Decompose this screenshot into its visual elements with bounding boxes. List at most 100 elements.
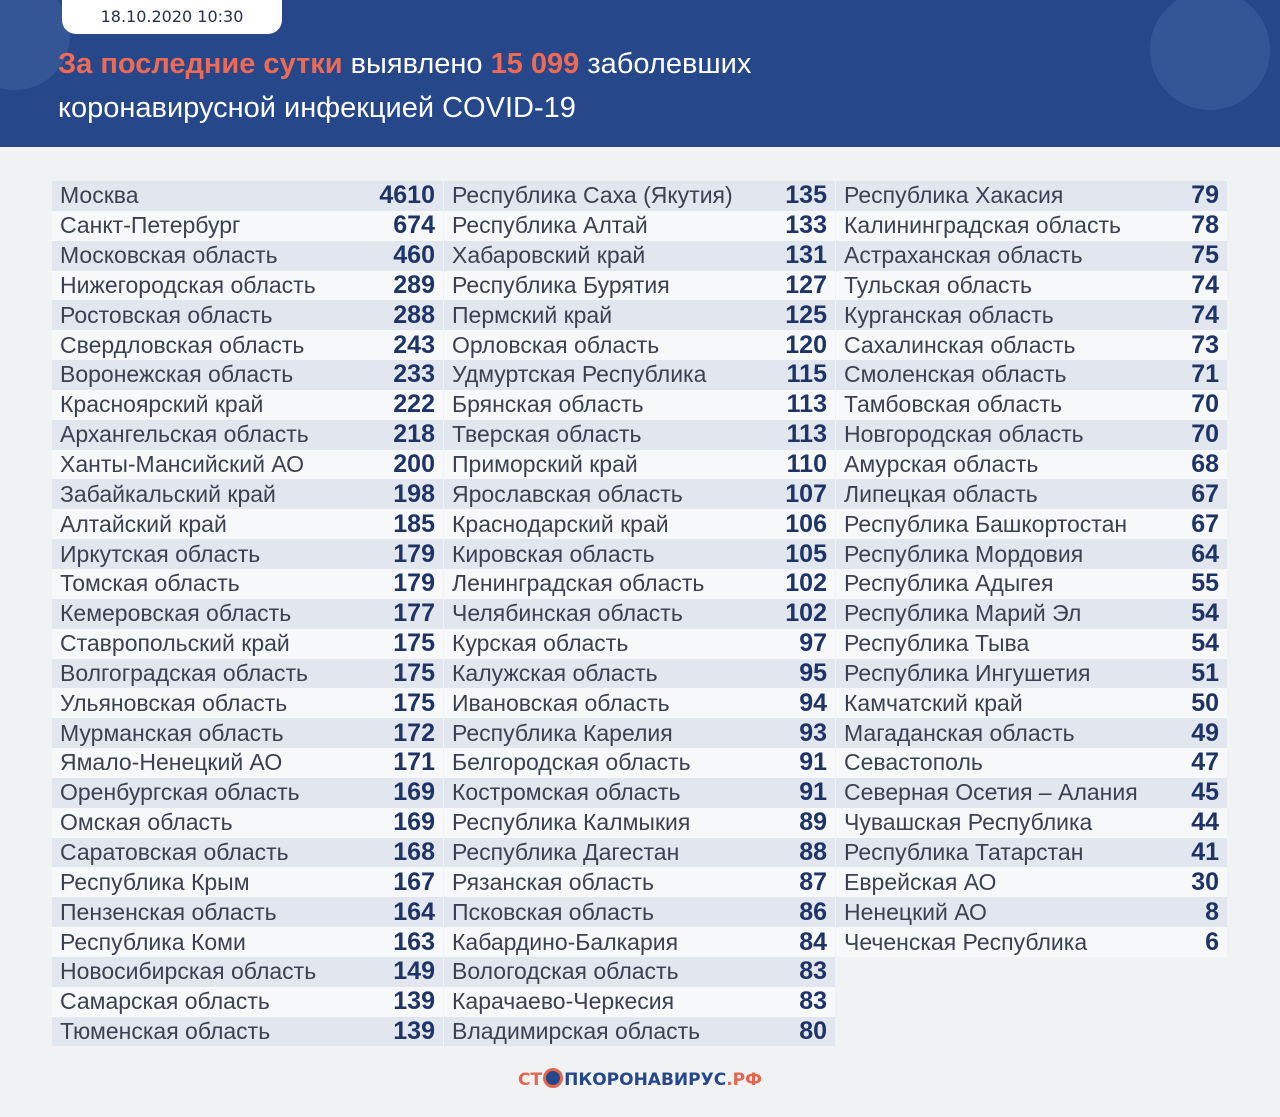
- region-name: Чеченская Республика: [844, 928, 1088, 955]
- table-row: Тульская область 74: [836, 270, 1227, 301]
- region-name: Амурская область: [844, 451, 1039, 478]
- region-name: Москва: [60, 182, 139, 209]
- case-count: 110: [786, 450, 827, 479]
- table-row: Ленинградская область 102: [444, 568, 835, 599]
- region-name: Астраханская область: [844, 242, 1083, 269]
- region-name: Тверская область: [452, 421, 642, 448]
- region-name: Республика Марий Эл: [844, 600, 1082, 627]
- table-row: Удмуртская Республика 115: [444, 360, 835, 390]
- case-count: 91: [799, 748, 827, 777]
- table-row: Республика Бурятия 127: [444, 270, 835, 301]
- table-row: Карачаево-Черкесия 83: [444, 986, 835, 1017]
- table-row: Курская область 97: [444, 628, 835, 659]
- case-count: 95: [799, 658, 827, 687]
- region-name: Воронежская область: [60, 361, 294, 388]
- region-name: Белгородская область: [452, 749, 691, 776]
- region-name: Чувашская Республика: [844, 809, 1093, 836]
- table-row: Липецкая область 67: [836, 479, 1227, 510]
- region-name: Калужская область: [452, 659, 658, 686]
- region-name: Ростовская область: [60, 301, 273, 328]
- table-row: Хабаровский край 131: [444, 240, 835, 271]
- case-count: 97: [799, 629, 827, 658]
- case-count: 288: [393, 300, 435, 329]
- table-row: Амурская область 68: [836, 449, 1227, 480]
- table-row: Нижегородская область 289: [52, 270, 443, 301]
- region-name: Ямало-Ненецкий АО: [60, 749, 283, 776]
- table-row: Самарская область 139: [52, 986, 443, 1017]
- table-row: Челябинская область 102: [444, 598, 835, 629]
- region-name: Удмуртская Республика: [452, 361, 707, 388]
- region-name: Ленинградская область: [452, 570, 705, 597]
- region-name: Саратовская область: [60, 838, 289, 865]
- table-row: Пензенская область 164: [52, 897, 443, 928]
- case-count: 8: [1205, 897, 1219, 926]
- case-count: 84: [799, 927, 827, 956]
- case-count: 133: [785, 211, 827, 240]
- table-row: Тверская область 113: [444, 419, 835, 450]
- region-name: Томская область: [60, 570, 240, 597]
- region-name: Республика Калмыкия: [452, 809, 691, 836]
- region-name: Ивановская область: [452, 689, 670, 716]
- region-name: Орловская область: [452, 331, 660, 358]
- table-row: Чувашская Республика 44: [836, 807, 1227, 838]
- region-name: Калининградская область: [844, 212, 1121, 239]
- table-row: Северная Осетия – Алания 45: [836, 777, 1227, 808]
- case-count: 93: [799, 718, 827, 747]
- region-name: Курганская область: [844, 301, 1054, 328]
- header-banner: 18.10.2020 10:30 За последние сутки выяв…: [0, 0, 1280, 147]
- date-badge: 18.10.2020 10:30: [62, 0, 282, 34]
- logo-text: .РФ: [726, 1070, 762, 1090]
- table-row: Чеченская Республика 6: [836, 927, 1227, 957]
- region-name: Ярославская область: [452, 480, 683, 507]
- case-count: 233: [393, 360, 435, 389]
- case-count: 51: [1191, 658, 1219, 687]
- case-count: 115: [786, 360, 827, 389]
- table-row: Мурманская область 172: [52, 718, 443, 749]
- region-name: Пензенская область: [60, 898, 277, 925]
- case-count: 54: [1191, 599, 1219, 628]
- case-count: 171: [393, 748, 435, 777]
- region-name: Архангельская область: [60, 421, 309, 448]
- region-name: Нижегородская область: [60, 271, 316, 298]
- table-row: Свердловская область 243: [52, 330, 443, 361]
- case-count: 47: [1191, 748, 1219, 777]
- virus-stop-icon: [543, 1068, 564, 1088]
- region-name: Республика Бурятия: [452, 271, 670, 298]
- region-name: Алтайский край: [60, 510, 227, 537]
- region-name: Тульская область: [844, 271, 1033, 298]
- region-name: Забайкальский край: [60, 480, 276, 507]
- region-name: Хабаровский край: [452, 242, 646, 269]
- table-row: Ульяновская область 175: [52, 688, 443, 719]
- table-row: Ивановская область 94: [444, 688, 835, 719]
- case-count: 200: [393, 450, 435, 479]
- case-count: 198: [393, 479, 435, 508]
- region-name: Кабардино-Балкария: [452, 928, 679, 955]
- case-count: 79: [1191, 181, 1219, 210]
- case-count: 54: [1191, 629, 1219, 658]
- region-name: Новгородская область: [844, 421, 1084, 448]
- table-row: Республика Ингушетия 51: [836, 658, 1227, 689]
- table-row: Кемеровская область 177: [52, 598, 443, 629]
- region-name: Республика Татарстан: [844, 838, 1084, 865]
- region-name: Республика Башкортостан: [844, 510, 1128, 537]
- region-name: Севастополь: [844, 749, 983, 776]
- case-count: 169: [393, 778, 435, 807]
- table-column: Республика Хакасия 79 Калининградская обла…: [836, 181, 1227, 1046]
- case-count: 55: [1191, 569, 1219, 598]
- table-row: Владимирская область 80: [444, 1016, 835, 1047]
- region-name: Костромская область: [452, 779, 681, 806]
- case-count: 164: [393, 897, 435, 926]
- region-name: Московская область: [60, 242, 278, 269]
- case-count: 106: [785, 509, 827, 538]
- table-row: Приморский край 110: [444, 449, 835, 480]
- region-name: Магаданская область: [844, 719, 1075, 746]
- table-row: Республика Татарстан 41: [836, 837, 1227, 868]
- region-name: Иркутская область: [60, 540, 261, 567]
- region-name: Рязанская область: [452, 868, 654, 895]
- table-row: Калининградская область 78: [836, 210, 1227, 241]
- table-row: Астраханская область 75: [836, 240, 1227, 271]
- region-name: Еврейская АО: [844, 868, 997, 895]
- case-count: 88: [799, 837, 827, 866]
- region-name: Челябинская область: [452, 600, 683, 627]
- case-count: 94: [799, 688, 827, 717]
